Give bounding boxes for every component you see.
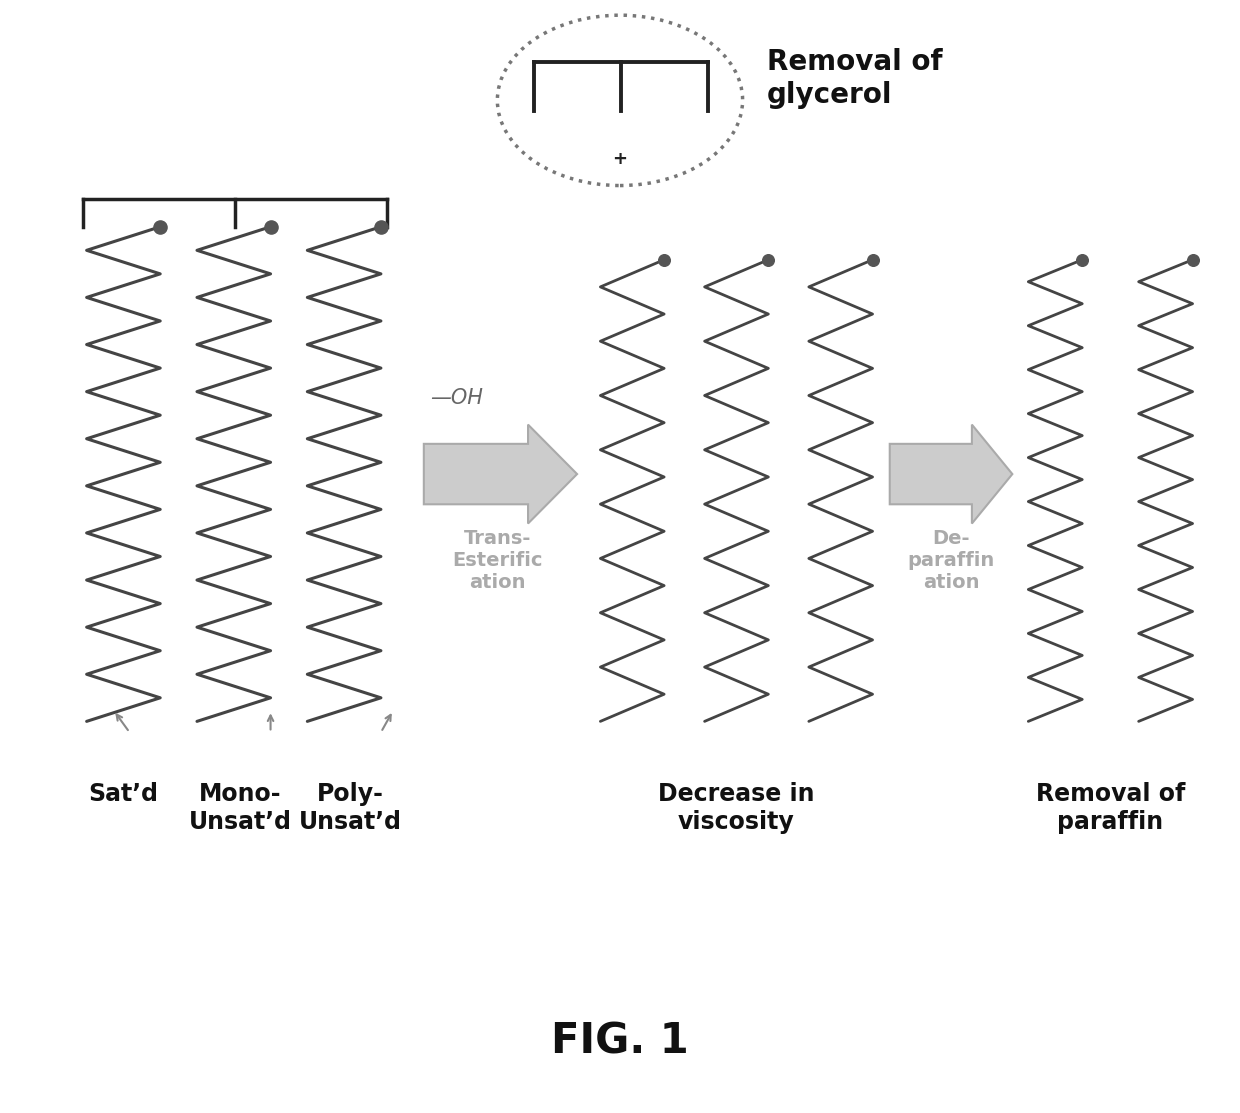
- Point: [863, 250, 883, 268]
- Text: Mono-
Unsat’d: Mono- Unsat’d: [188, 781, 291, 834]
- Text: Decrease in
viscosity: Decrease in viscosity: [658, 781, 815, 834]
- Text: —OH: —OH: [430, 388, 482, 408]
- Point: [1073, 250, 1092, 268]
- Point: [1183, 250, 1203, 268]
- Text: Trans-
Esterific
ation: Trans- Esterific ation: [453, 529, 543, 592]
- Point: [260, 218, 280, 236]
- Text: Removal of
glycerol: Removal of glycerol: [768, 48, 942, 109]
- Polygon shape: [424, 424, 577, 523]
- Text: FIG. 1: FIG. 1: [551, 1021, 689, 1062]
- Point: [759, 250, 779, 268]
- Text: De-
paraffin
ation: De- paraffin ation: [908, 529, 994, 592]
- Text: +: +: [613, 149, 627, 168]
- Text: Poly-
Unsat’d: Poly- Unsat’d: [299, 781, 402, 834]
- Point: [150, 218, 170, 236]
- Polygon shape: [890, 424, 1012, 523]
- Text: Removal of
paraffin: Removal of paraffin: [1035, 781, 1185, 834]
- Point: [371, 218, 391, 236]
- Text: Sat’d: Sat’d: [88, 781, 159, 806]
- Point: [655, 250, 675, 268]
